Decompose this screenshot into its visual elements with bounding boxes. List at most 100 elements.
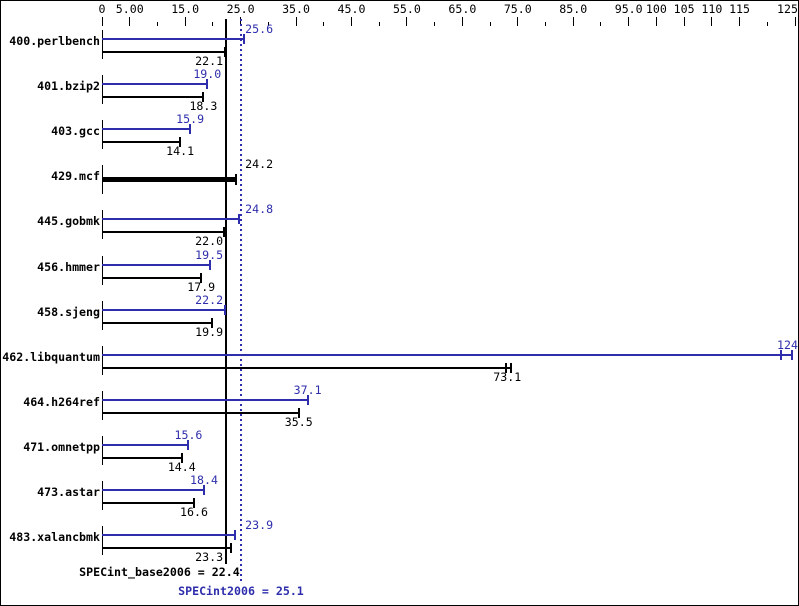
benchmark-label: 403.gcc xyxy=(51,124,100,138)
base-value-label: 73.1 xyxy=(493,370,522,384)
peak-bar-endcap xyxy=(189,124,192,134)
row-axis-bracket xyxy=(102,256,103,285)
base-bar xyxy=(102,322,214,324)
row-axis-bracket xyxy=(102,391,103,420)
base-value-label: 22.0 xyxy=(195,234,224,248)
axis-tick-label: 55.0 xyxy=(392,2,421,16)
row-axis-bracket xyxy=(102,30,103,59)
axis-tick-label: 65.0 xyxy=(448,2,477,16)
peak-value-label: 18.4 xyxy=(190,473,218,487)
peak-bar xyxy=(102,354,793,356)
peak-bar xyxy=(102,309,227,311)
axis-tick-label: 0 xyxy=(98,2,106,16)
row-axis-bracket xyxy=(102,210,103,239)
base-bar-endcap xyxy=(200,273,203,283)
peak-bar-endcap xyxy=(779,350,782,360)
axis-minor-tick-mark xyxy=(323,22,325,26)
peak-bar xyxy=(102,218,241,220)
axis-major-tick-mark xyxy=(711,17,713,26)
row-axis-bracket xyxy=(102,120,103,149)
benchmark-label: 464.h264ref xyxy=(23,395,100,409)
base-bar-endcap xyxy=(179,137,182,147)
row-axis-bracket xyxy=(102,75,103,104)
base-bar-endcap xyxy=(211,318,214,328)
base-bar-endcap xyxy=(180,453,183,463)
axis-minor-tick-mark xyxy=(378,22,380,26)
base-median-line xyxy=(225,19,228,564)
peak-value-label: 24.8 xyxy=(245,202,274,216)
peak-median-line xyxy=(240,19,243,583)
axis-tick-label: 125 xyxy=(777,2,798,16)
peak-bar-endcap xyxy=(242,34,245,44)
axis-minor-tick-mark xyxy=(766,22,768,26)
axis-minor-tick-mark xyxy=(212,22,214,26)
axis-major-tick-mark xyxy=(101,17,103,26)
benchmark-label: 401.bzip2 xyxy=(37,79,100,93)
axis-major-tick-mark xyxy=(184,17,186,26)
base-bar xyxy=(102,141,182,143)
axis-minor-tick-mark xyxy=(489,22,491,26)
axis-tick-label: 95.0 xyxy=(614,2,643,16)
axis-major-tick-mark xyxy=(350,17,352,26)
base-bar xyxy=(102,502,196,504)
axis-major-tick-mark xyxy=(655,17,657,26)
peak-bar xyxy=(102,444,190,446)
axis-major-tick-mark xyxy=(628,17,630,26)
base-bar-endcap xyxy=(222,227,225,237)
axis-tick-label: 75.0 xyxy=(503,2,532,16)
peak-bar-endcap xyxy=(187,440,190,450)
peak-bar-endcap xyxy=(238,214,241,224)
base-value-label: 14.1 xyxy=(166,144,195,158)
base-bar xyxy=(102,457,183,459)
peak-value-label: 124 xyxy=(777,338,798,352)
axis-tick-label: 25.0 xyxy=(226,2,255,16)
base-bar-endcap xyxy=(223,47,226,57)
axis-tick-label: 15.0 xyxy=(171,2,200,16)
axis-major-tick-mark xyxy=(129,17,131,26)
peak-bar xyxy=(102,83,209,85)
peak-bar-endcap xyxy=(206,79,209,89)
peak-bar-endcap xyxy=(203,485,205,495)
base-bar xyxy=(102,367,512,369)
axis-major-tick-mark xyxy=(794,17,796,26)
peak-summary-label: SPECint2006 = 25.1 xyxy=(178,584,304,598)
peak-bar xyxy=(102,489,205,491)
axis-tick-label: 105 xyxy=(673,2,695,16)
axis-major-tick-mark xyxy=(406,17,408,26)
row-axis-bracket xyxy=(102,481,103,510)
axis-minor-tick-mark xyxy=(600,22,602,26)
peak-value-label: 23.9 xyxy=(245,518,274,532)
peak-value-label: 22.2 xyxy=(195,293,224,307)
axis-minor-tick-mark xyxy=(545,22,547,26)
base-bar xyxy=(102,231,225,233)
benchmark-label: 473.astar xyxy=(37,485,100,499)
base-bar xyxy=(102,96,205,98)
peak-value-label: 37.1 xyxy=(293,383,322,397)
benchmark-label: 471.omnetpp xyxy=(23,440,100,454)
axis-tick-label: 115 xyxy=(729,2,751,16)
base-value-label: 16.6 xyxy=(180,505,208,519)
axis-minor-tick-mark xyxy=(267,22,269,26)
base-value-label: 14.4 xyxy=(167,460,196,474)
base-bar-endcap xyxy=(505,363,508,373)
peak-bar-endcap xyxy=(209,260,212,270)
peak-bar xyxy=(102,264,212,266)
base-bar-endcap xyxy=(230,543,233,553)
benchmark-label: 458.sjeng xyxy=(37,305,100,319)
base-value-label: 17.9 xyxy=(187,280,216,294)
row-axis-bracket xyxy=(102,436,103,465)
peak-bar xyxy=(102,38,245,40)
axis-tick-label: 5.00 xyxy=(115,2,144,16)
axis-major-tick-mark xyxy=(461,17,463,26)
peak-value-label: 15.9 xyxy=(176,112,205,126)
axis-tick-label: 110 xyxy=(701,2,723,16)
row-axis-bracket xyxy=(102,526,103,555)
axis-minor-tick-mark xyxy=(156,22,158,26)
axis-tick-label: 100 xyxy=(645,2,667,16)
peak-value-label: 25.6 xyxy=(245,22,274,36)
peak-bar xyxy=(102,128,192,130)
base-value-label: 23.3 xyxy=(195,550,224,564)
merged-bar-endcap xyxy=(235,174,238,185)
axis-minor-tick-mark xyxy=(434,22,436,26)
